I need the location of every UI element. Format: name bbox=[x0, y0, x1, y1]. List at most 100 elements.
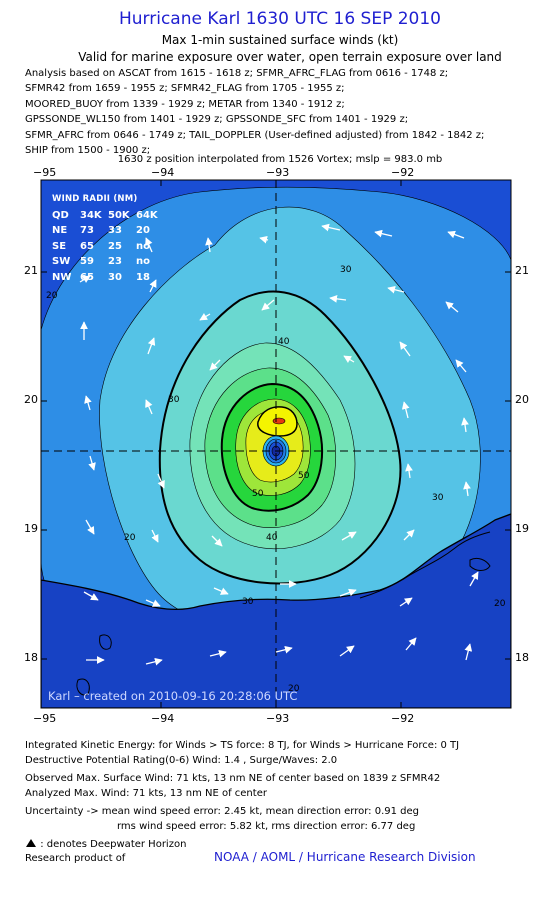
wind-radii-cell: no bbox=[136, 240, 150, 252]
wind-radii-col: 34K bbox=[80, 209, 102, 221]
wind-radii-row: NW 65 30 18 bbox=[52, 270, 177, 286]
wind-arrow bbox=[157, 473, 165, 489]
lat-tick-label: 18 bbox=[24, 651, 38, 664]
wind-arrow bbox=[461, 417, 469, 433]
wind-arrow bbox=[341, 531, 357, 541]
wind-arrow bbox=[85, 519, 95, 535]
wind-arrow bbox=[445, 301, 459, 313]
wind-radii-cell: 23 bbox=[108, 256, 122, 267]
contour-label: 20 bbox=[124, 533, 136, 543]
lon-tick-label: −93 bbox=[266, 166, 290, 179]
wind-radii-col: 64K bbox=[136, 209, 158, 221]
wind-radii-header-row: QD 34K 50K 64K bbox=[52, 208, 177, 224]
lat-tick-label: 20 bbox=[515, 393, 529, 406]
creation-stamp: Karl – created on 2010-09-16 20:28:06 UT… bbox=[48, 689, 298, 703]
wind-radii-cell: NE bbox=[52, 225, 68, 236]
contour-label: 40 bbox=[266, 533, 278, 543]
wind-radii-cell: 30 bbox=[108, 271, 122, 283]
wind-arrow bbox=[339, 645, 355, 657]
wind-arrow bbox=[209, 359, 221, 371]
contour-label: 30 bbox=[340, 265, 352, 275]
wind-arrow bbox=[205, 237, 213, 253]
analysis-sources: Analysis based on ASCAT from 1615 - 1618… bbox=[25, 66, 484, 158]
analysis-line: GPSSONDE_WL150 from 1401 - 1929 z; GPSSO… bbox=[25, 114, 409, 126]
axis-ticks bbox=[40, 180, 511, 708]
wind-arrow bbox=[145, 237, 153, 253]
deepwater-legend: : denotes Deepwater Horizon bbox=[25, 838, 186, 850]
wind-arrow bbox=[403, 529, 415, 541]
contour-label: 50 bbox=[252, 489, 264, 499]
observed-max-line: Observed Max. Surface Wind: 71 kts, 13 n… bbox=[25, 773, 441, 784]
wind-arrow bbox=[401, 401, 410, 419]
wind-arrow bbox=[149, 279, 157, 293]
wind-arrow bbox=[469, 571, 479, 587]
wind-arrow bbox=[145, 399, 153, 415]
position-note: 1630 z position interpolated from 1526 V… bbox=[117, 154, 443, 165]
analysis-line: MOORED_BUOY from 1339 - 1929 z; METAR fr… bbox=[25, 98, 345, 110]
lagoon-coast bbox=[359, 531, 491, 599]
wind-radii-cell: 18 bbox=[136, 271, 150, 283]
wind-radii-col: QD bbox=[52, 209, 69, 221]
lat-tick-label: 21 bbox=[515, 264, 529, 277]
oil-rig-icon bbox=[26, 839, 36, 847]
contour-labels: 20 20 20 20 30 30 30 30 40 40 50 50 bbox=[46, 265, 506, 694]
wind-arrow bbox=[339, 588, 357, 597]
wind-arrow bbox=[405, 463, 413, 479]
wind-radii-cell: SE bbox=[52, 240, 67, 252]
max-wind-core bbox=[272, 417, 286, 425]
wind-arrow bbox=[209, 649, 227, 658]
lon-tick-label: −93 bbox=[266, 712, 290, 725]
lon-tick-label: −94 bbox=[151, 166, 175, 179]
wind-arrow bbox=[455, 359, 467, 373]
wind-radii-table: WIND RADII (NM) QD 34K 50K 64K NE 73 33 … bbox=[52, 192, 177, 285]
wind-arrow bbox=[145, 599, 161, 607]
wind-vectors bbox=[79, 223, 479, 666]
wind-radii-row: SW 59 23 no bbox=[52, 254, 177, 270]
credit-link[interactable]: NOAA / AOML / Hurricane Research Divisio… bbox=[214, 850, 476, 864]
lon-tick-label: −94 bbox=[151, 712, 175, 725]
wind-arrow bbox=[321, 223, 341, 232]
validity-note: Valid for marine exposure over water, op… bbox=[78, 50, 502, 64]
wind-arrow bbox=[145, 657, 163, 666]
map-title: Hurricane Karl 1630 UTC 16 SEP 2010 bbox=[118, 9, 441, 29]
wind-arrow bbox=[405, 637, 417, 651]
wind-field-shading: 20 20 20 20 30 30 30 30 40 40 50 50 bbox=[41, 180, 511, 708]
wind-arrow bbox=[147, 337, 156, 355]
wind-arrow bbox=[374, 229, 393, 238]
wind-arrow bbox=[399, 341, 411, 357]
wind-arrow bbox=[329, 295, 347, 303]
contour-label: 30 bbox=[432, 493, 444, 503]
analysis-line: SHIP from 1500 - 1900 z; bbox=[25, 145, 151, 157]
uncertainty-line: Uncertainty -> mean wind speed error: 2.… bbox=[25, 806, 420, 817]
wind-arrow bbox=[199, 313, 211, 321]
lat-tick-label: 19 bbox=[24, 522, 38, 535]
ike-line: Integrated Kinetic Energy: for Winds > T… bbox=[25, 740, 460, 751]
contour-label: 20 bbox=[494, 599, 506, 609]
lat-tick-label: 20 bbox=[24, 393, 38, 406]
lat-tick-label: 18 bbox=[515, 651, 529, 664]
wind-arrow bbox=[79, 275, 91, 283]
wind-arrow bbox=[387, 285, 405, 294]
analysis-line: SFMR42 from 1659 - 1955 z; SFMR42_FLAG f… bbox=[25, 83, 345, 95]
contour-label: 30 bbox=[242, 597, 254, 607]
coastal-island bbox=[76, 678, 90, 696]
wind-arrow bbox=[88, 455, 96, 471]
wind-radii-cell: SW bbox=[52, 256, 71, 267]
wind-radii-cell: 65 bbox=[80, 271, 94, 283]
deepwater-label: : denotes Deepwater Horizon bbox=[40, 839, 187, 850]
lon-tick-label: −95 bbox=[33, 712, 57, 725]
wind-radii-title: WIND RADII (NM) bbox=[52, 194, 138, 204]
wind-radii-cell: 59 bbox=[80, 256, 94, 267]
analysis-line: Analysis based on ASCAT from 1615 - 1618… bbox=[25, 68, 449, 79]
wind-radii-row: NE 73 33 20 bbox=[52, 223, 177, 239]
contour-label: 50 bbox=[298, 471, 310, 481]
island-outline bbox=[469, 557, 491, 571]
wind-arrow bbox=[261, 299, 275, 311]
wind-radii-cell: 33 bbox=[108, 225, 122, 236]
wind-arrow bbox=[151, 529, 159, 543]
wind-arrow bbox=[447, 230, 465, 239]
wind-radii-col: 50K bbox=[108, 209, 130, 221]
lon-tick-label: −92 bbox=[391, 712, 415, 725]
wind-arrow bbox=[343, 355, 355, 363]
